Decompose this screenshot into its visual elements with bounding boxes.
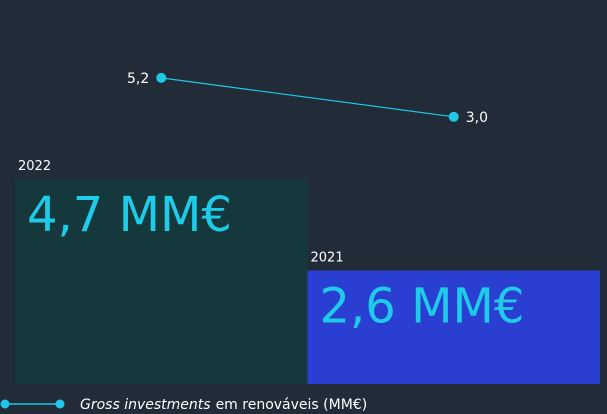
value-label: 2,6 MM€ [320,279,525,335]
line-point [448,111,459,122]
legend-dot [0,399,10,409]
legend-dot [55,399,65,409]
legend-label: Gross investments em renováveis (MM€) [80,397,367,413]
value-label: 4,7 MM€ [27,187,232,243]
bar [15,178,308,384]
legend-italic: Gross investments [80,397,211,413]
line-point [156,72,167,83]
point-label: 5,2 [127,71,149,87]
legend-rest: em renováveis (MM€) [216,397,368,413]
point-label: 3,0 [466,110,488,126]
category-label: 2021 [311,251,344,266]
category-label: 2022 [18,159,51,174]
bar [307,270,600,384]
line [161,77,454,118]
